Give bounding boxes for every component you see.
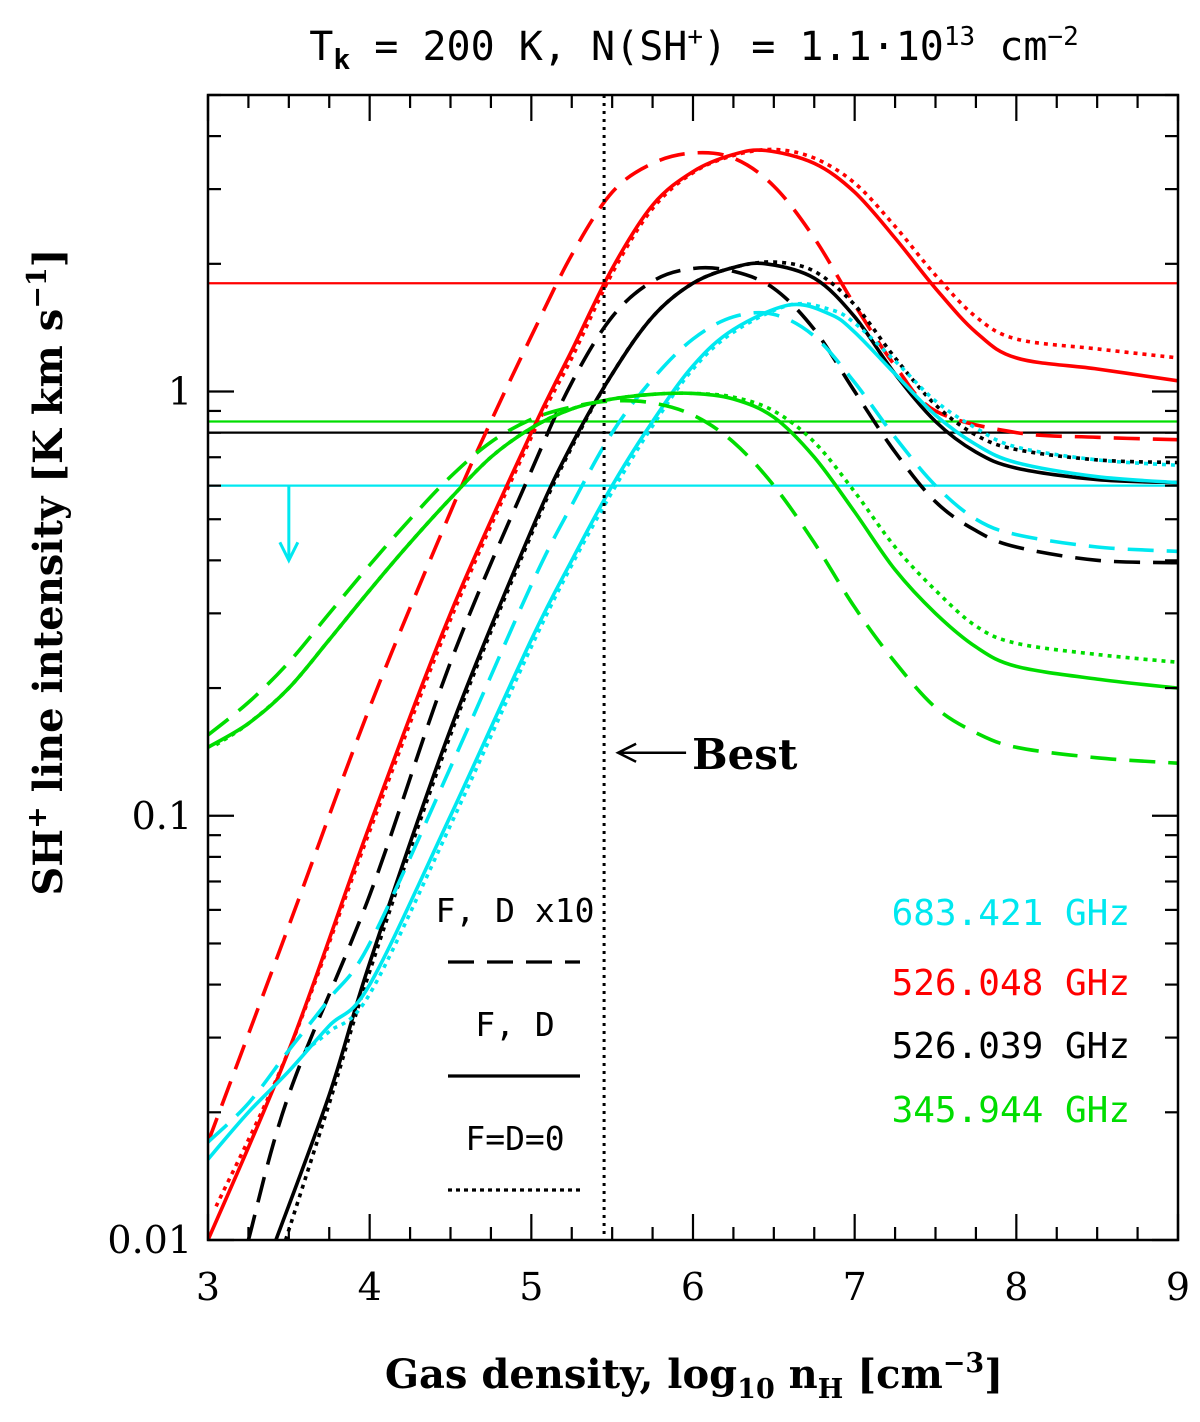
y-axis-label: SH+ line intensity [K km s−1] bbox=[22, 248, 72, 895]
series-line-7 bbox=[303, 301, 1178, 1052]
x-tick-label: 4 bbox=[358, 1265, 382, 1309]
series-line-9 bbox=[208, 391, 1178, 749]
series-layer bbox=[208, 95, 1178, 1240]
color-legend-entry: 345.944 GHz bbox=[892, 1090, 1130, 1131]
x-tick-label: 8 bbox=[1004, 1265, 1028, 1309]
style-legend-label: F=D=0 bbox=[465, 1119, 564, 1158]
series-line-2 bbox=[208, 150, 1178, 1143]
color-legend-entry: 683.421 GHz bbox=[892, 893, 1130, 934]
legend-layer: F, D x10 F, D F=D=0 683.421 GHz 526.048 GHz 5… bbox=[436, 891, 1130, 1192]
x-tick-label: 6 bbox=[681, 1265, 705, 1309]
series-line-0 bbox=[208, 148, 1178, 1240]
series-line-5 bbox=[246, 265, 1178, 1240]
y-tick-label: 0.1 bbox=[132, 794, 192, 838]
color-legend-entry: 526.048 GHz bbox=[892, 963, 1130, 1004]
label-layer: Tk = 200 K, N(SH+) = 1.1·1013 cm−2 Gas de… bbox=[22, 22, 1079, 1405]
best-arrow-head bbox=[615, 742, 637, 763]
series-line-1 bbox=[214, 147, 1178, 1208]
x-tick-label: 9 bbox=[1166, 1265, 1190, 1309]
style-legend-label: F, D x10 bbox=[436, 891, 595, 930]
y-tick-label: 1 bbox=[168, 370, 192, 414]
annotation-layer: Best bbox=[615, 730, 798, 779]
x-tick-label: 7 bbox=[843, 1265, 867, 1309]
x-tick-label: 3 bbox=[196, 1265, 220, 1309]
plot-frame bbox=[206, 93, 1180, 1242]
color-legend-entry: 526.039 GHz bbox=[892, 1026, 1130, 1067]
axes-layer: 3 4 5 6 7 8 9 0.01 0.1 1 bbox=[107, 93, 1190, 1309]
upper-limit-arrow-head bbox=[278, 541, 300, 564]
series-line-4 bbox=[283, 260, 1178, 1240]
chart-title: Tk = 200 K, N(SH+) = 1.1·1013 cm−2 bbox=[309, 22, 1078, 76]
y-tick-label: 0.01 bbox=[107, 1218, 192, 1262]
series-line-8 bbox=[208, 310, 1178, 1144]
series-line-10 bbox=[215, 391, 1178, 747]
best-label: Best bbox=[692, 730, 798, 779]
series-line-11 bbox=[208, 398, 1178, 765]
x-tick-label: 5 bbox=[519, 1265, 543, 1309]
style-legend-label: F, D bbox=[475, 1005, 554, 1044]
x-axis-label: Gas density, log10 nH [cm−3] bbox=[385, 1348, 1003, 1405]
